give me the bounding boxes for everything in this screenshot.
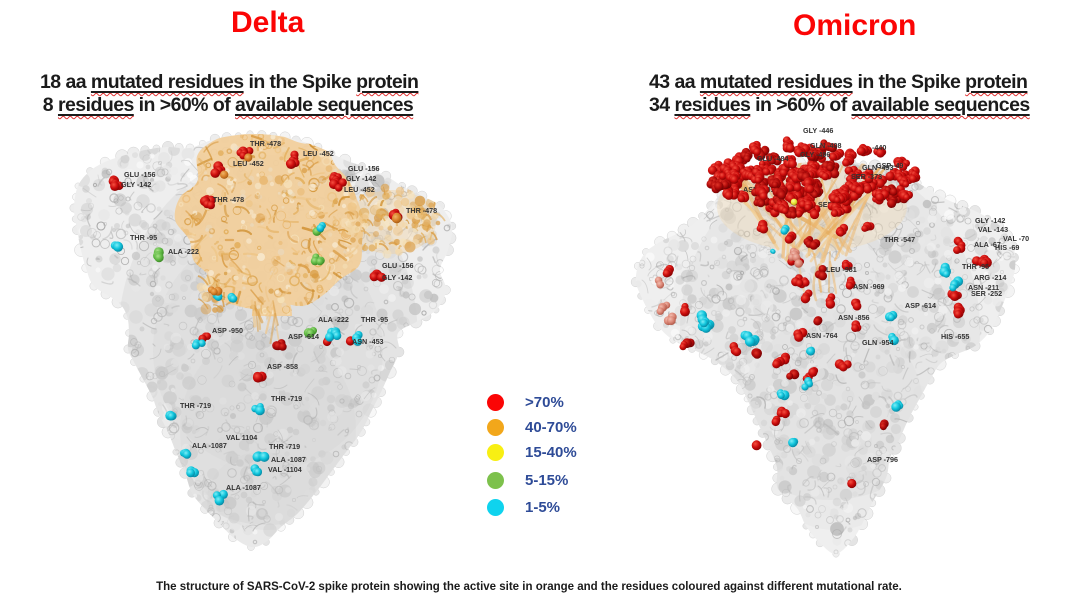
svg-text:LEU -452: LEU -452: [233, 159, 264, 168]
svg-text:ALA -1087: ALA -1087: [271, 455, 306, 464]
svg-text:-440: -440: [872, 143, 886, 152]
svg-text:ASN -856: ASN -856: [838, 313, 870, 322]
svg-text:HIS -69: HIS -69: [995, 243, 1019, 252]
svg-text:GLY -446: GLY -446: [803, 126, 833, 135]
svg-text:THR -719: THR -719: [271, 394, 302, 403]
svg-text:ALA -1087: ALA -1087: [192, 441, 227, 450]
svg-text:ALA -1087: ALA -1087: [226, 483, 261, 492]
svg-text:GSP -49: GSP -49: [876, 161, 903, 170]
svg-text:GLY -142: GLY -142: [382, 273, 412, 282]
svg-text:VAL -70: VAL -70: [1003, 234, 1029, 243]
svg-text:GLY -142: GLY -142: [346, 174, 376, 183]
svg-text:SER -373: SER -373: [851, 172, 882, 181]
svg-text:ALA -222: ALA -222: [168, 247, 199, 256]
svg-text:THR -95: THR -95: [130, 233, 157, 242]
svg-text:LEU -452: LEU -452: [344, 185, 375, 194]
svg-text:THR -95: THR -95: [361, 315, 388, 324]
svg-text:ASP -614: ASP -614: [905, 301, 936, 310]
svg-text:THR -478: THR -478: [250, 139, 281, 148]
svg-text:GLY -142: GLY -142: [975, 216, 1005, 225]
svg-text:ASP -614: ASP -614: [288, 332, 319, 341]
svg-text:GLN -954: GLN -954: [862, 338, 894, 347]
svg-text:ASN -969: ASN -969: [853, 282, 885, 291]
svg-text:VAL -1104: VAL -1104: [268, 465, 302, 474]
svg-text:SER -252: SER -252: [971, 289, 1002, 298]
svg-text:HIS -655: HIS -655: [941, 332, 969, 341]
svg-text:ARG -214: ARG -214: [974, 273, 1006, 282]
svg-text:ASP -858: ASP -858: [267, 362, 298, 371]
svg-text:ASN -211: ASN -211: [968, 283, 999, 292]
svg-text:GLU -156: GLU -156: [382, 261, 414, 270]
svg-text:ALA -67: ALA -67: [974, 240, 1001, 249]
svg-text:GLU -484: GLU -484: [757, 154, 789, 163]
svg-text:GLN -493: GLN -493: [862, 163, 894, 172]
svg-text:GLU -156: GLU -156: [124, 170, 156, 179]
svg-text:LEU -452: LEU -452: [303, 149, 334, 158]
svg-text:THR -719: THR -719: [269, 442, 300, 451]
svg-text:GLY -496: GLY -496: [800, 150, 830, 159]
svg-text:VAL -143: VAL -143: [978, 225, 1008, 234]
svg-text:VAL 1104: VAL 1104: [226, 433, 257, 442]
svg-text:ALA -222: ALA -222: [318, 315, 349, 324]
svg-text:ASN -764: ASN -764: [806, 331, 838, 340]
svg-text:LEU -981: LEU -981: [826, 265, 857, 274]
svg-text:ASN -453: ASN -453: [352, 337, 384, 346]
svg-text:GLN -408: GLN -408: [810, 141, 842, 150]
svg-text:ASP -950: ASP -950: [212, 326, 243, 335]
svg-text:GLU -156: GLU -156: [348, 164, 380, 173]
svg-text:THR -478: THR -478: [406, 206, 437, 215]
svg-text:ASP -796: ASP -796: [867, 455, 898, 464]
svg-text:THR -547: THR -547: [884, 235, 915, 244]
svg-text:THR -95: THR -95: [962, 262, 989, 271]
svg-text:THR -719: THR -719: [180, 401, 211, 410]
svg-text:THR -478: THR -478: [213, 195, 244, 204]
svg-text:GLY -142: GLY -142: [121, 180, 151, 189]
